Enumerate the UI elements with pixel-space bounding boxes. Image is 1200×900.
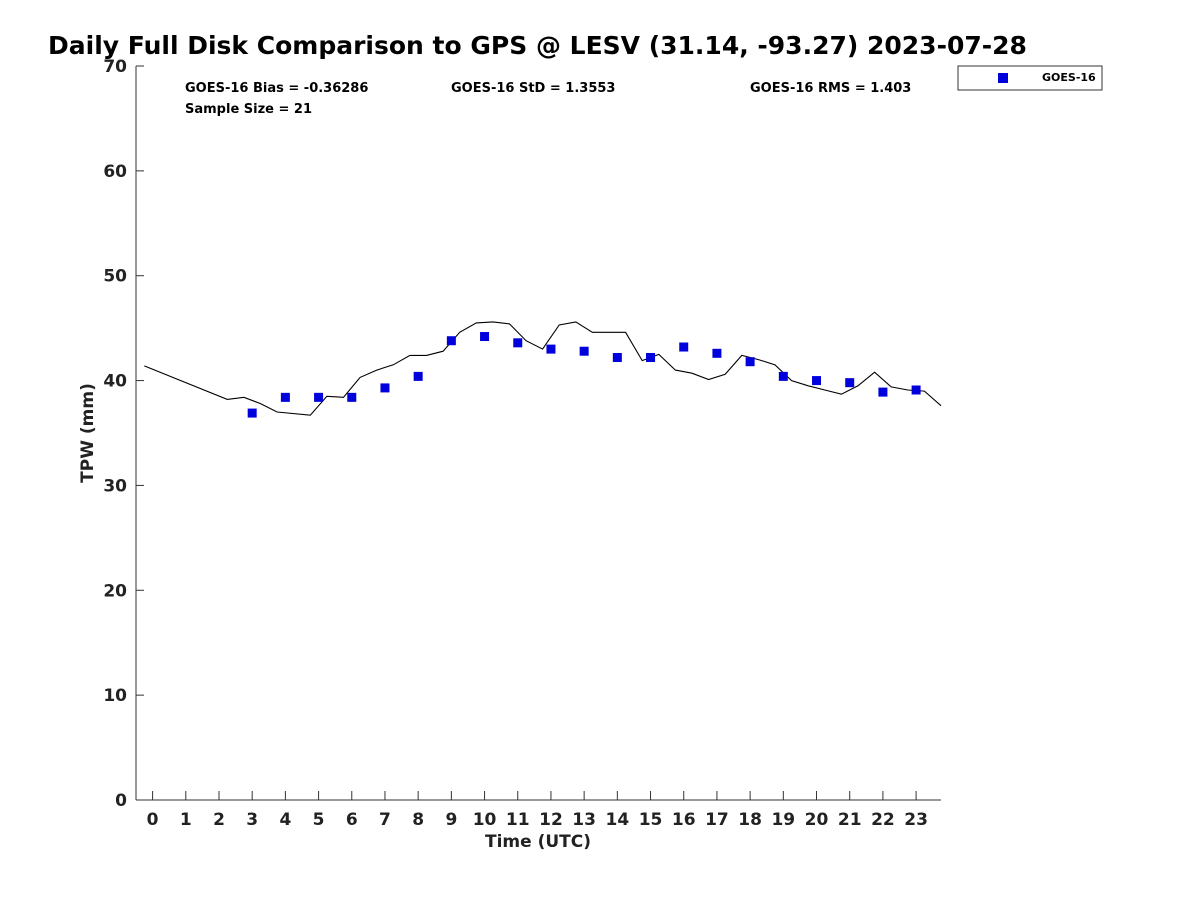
gps-series: [144, 321, 942, 416]
goes16-point: [778, 371, 788, 381]
x-tick-label: 2: [213, 810, 225, 830]
y-axis-ticks: 0 10 20 30 40 50 60 70: [103, 57, 144, 811]
x-tick-label: 10: [473, 810, 497, 830]
goes16-point: [712, 348, 722, 358]
stat-rms: GOES-16 RMS = 1.403: [750, 81, 911, 96]
x-tick-label: 17: [705, 810, 729, 830]
goes16-point: [745, 357, 755, 367]
plot-area: [135, 66, 941, 801]
y-tick-label: 10: [103, 686, 127, 706]
x-tick-label: 4: [279, 810, 291, 830]
legend-label-goes16: GOES-16: [1042, 71, 1096, 84]
x-tick-label: 21: [838, 810, 862, 830]
y-tick-label: 50: [103, 267, 127, 287]
goes16-point: [845, 378, 855, 388]
y-tick-label: 70: [103, 57, 127, 77]
x-tick-label: 0: [147, 810, 159, 830]
x-tick-label: 14: [606, 810, 630, 830]
x-tick-label: 13: [572, 810, 596, 830]
goes16-point: [646, 353, 656, 363]
goes16-point: [480, 332, 490, 342]
x-tick-label: 7: [379, 810, 391, 830]
goes16-point: [812, 376, 822, 386]
x-tick-label: 12: [539, 810, 563, 830]
x-tick-label: 11: [506, 810, 530, 830]
legend: GOES-16: [957, 65, 1103, 91]
goes16-point: [679, 342, 689, 352]
goes16-point: [513, 338, 523, 348]
chart-title: Daily Full Disk Comparison to GPS @ LESV…: [48, 31, 1027, 60]
gps-series-line: [144, 321, 942, 416]
y-tick-label: 60: [103, 162, 127, 182]
goes16-point: [413, 371, 423, 381]
legend-box: [957, 65, 1103, 91]
x-tick-label: 5: [313, 810, 325, 830]
stat-sample-size: Sample Size = 21: [185, 102, 312, 117]
x-tick-label: 1: [180, 810, 192, 830]
goes16-point: [579, 346, 589, 356]
y-tick-label: 40: [103, 372, 127, 392]
goes16-point: [546, 344, 556, 354]
goes16-point: [280, 392, 290, 402]
goes16-point: [911, 385, 921, 395]
x-tick-label: 22: [871, 810, 895, 830]
y-tick-label: 20: [103, 581, 127, 601]
goes16-point: [612, 353, 622, 363]
y-tick-label: 30: [103, 476, 127, 496]
goes16-point: [314, 392, 324, 402]
y-tick-label: 0: [115, 791, 127, 811]
legend-marker-goes16: [998, 73, 1008, 83]
x-tick-label: 19: [771, 810, 795, 830]
goes16-point: [446, 336, 456, 346]
goes16-point: [247, 408, 257, 418]
x-tick-label: 9: [445, 810, 457, 830]
x-tick-label: 16: [672, 810, 696, 830]
stat-std: GOES-16 StD = 1.3553: [451, 81, 615, 96]
x-tick-label: 8: [412, 810, 424, 830]
x-tick-label: 20: [805, 810, 829, 830]
x-tick-label: 23: [904, 810, 928, 830]
goes16-point: [347, 392, 357, 402]
stat-bias: GOES-16 Bias = -0.36286: [185, 81, 368, 96]
x-axis-ticks: 0 1 2 3 4 5 6 7 8 9 10 11 12 13 14 15 16 17 18 19 20 21 22 23: [147, 791, 928, 830]
x-axis-label: Time (UTC): [485, 832, 591, 852]
y-axis-label: TPW (mm): [78, 383, 98, 483]
goes16-point: [878, 387, 888, 397]
x-tick-label: 6: [346, 810, 358, 830]
x-tick-label: 3: [246, 810, 258, 830]
goes16-point: [380, 383, 390, 393]
x-tick-label: 18: [738, 810, 762, 830]
x-tick-label: 15: [639, 810, 663, 830]
goes16-series: [247, 332, 921, 418]
